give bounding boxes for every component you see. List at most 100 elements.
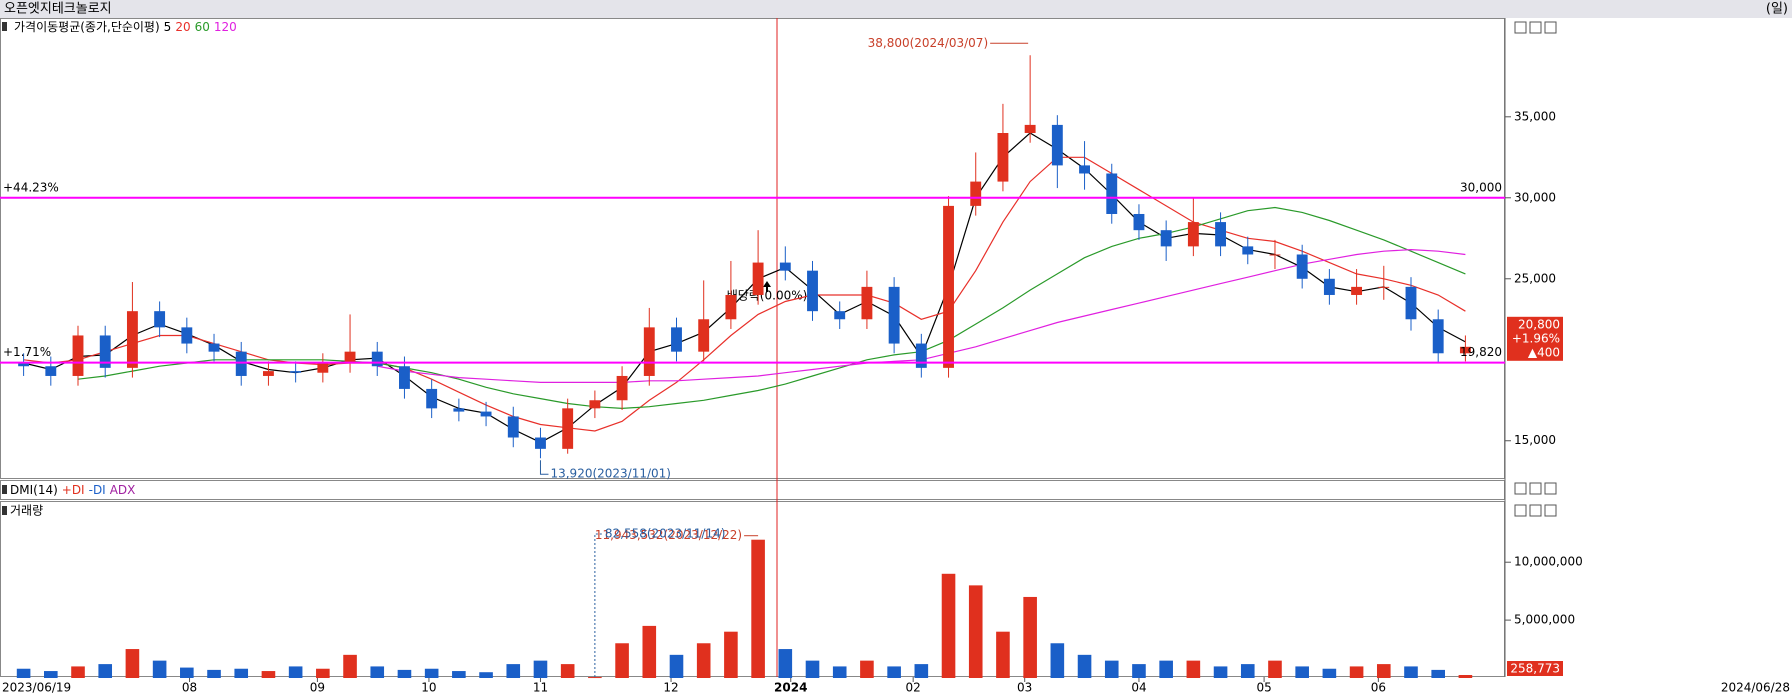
panel-marker <box>2 22 7 31</box>
volume-bar <box>180 667 194 678</box>
maximize-button[interactable] <box>1529 504 1542 517</box>
x-tick-label: 10 <box>421 681 436 695</box>
volume-bar <box>1186 660 1201 678</box>
candle-body <box>1323 278 1335 295</box>
volume-bar <box>125 649 140 678</box>
volume-bar <box>343 654 357 678</box>
candle-body <box>426 388 438 409</box>
candle-body <box>72 335 84 376</box>
candle-body <box>45 366 57 376</box>
candle-body <box>126 311 138 368</box>
legend-entry: -DI <box>89 483 106 497</box>
annotation-label: 13,920(2023/11/01) <box>550 467 671 481</box>
annotation-arrow <box>539 460 549 475</box>
panel-marker <box>2 506 7 515</box>
x-tick-label: 03 <box>1017 681 1032 695</box>
minimize-button[interactable] <box>1514 504 1527 517</box>
y-tick-label: 30,000 <box>1514 190 1556 204</box>
y-tick-label: 10,000,000 <box>1514 555 1583 569</box>
candle-body <box>915 343 927 368</box>
candle-body <box>181 327 193 344</box>
y-tick-label: 15,000 <box>1514 433 1556 447</box>
candle-body <box>1051 124 1063 166</box>
candle-body <box>344 351 356 363</box>
candle-body <box>888 286 900 344</box>
x-tick-label: 02 <box>906 681 921 695</box>
volume-tag <box>1507 661 1563 676</box>
y-tick-label: 5,000,000 <box>1514 613 1575 627</box>
candle-body <box>1269 254 1281 256</box>
candle-body <box>616 375 628 401</box>
close-button[interactable] <box>1544 504 1557 517</box>
volume-bar <box>1404 666 1418 678</box>
volume-bar <box>560 664 575 678</box>
legend-title: 가격이동평균(종가,단순이평) <box>14 20 160 34</box>
volume-bar <box>152 660 167 678</box>
dmi-legend: DMI(14) +DI -DI ADX <box>10 483 135 497</box>
candle-body <box>943 205 954 368</box>
volume-bar <box>288 666 303 678</box>
candle-body <box>1378 286 1390 288</box>
volume-bar <box>1376 664 1391 678</box>
volume-bar <box>98 664 113 678</box>
volume-bar <box>397 669 412 678</box>
legend-entry: 120 <box>214 20 237 34</box>
x-tick-label: 06 <box>1371 681 1386 695</box>
volume-bar <box>16 668 31 678</box>
candle-body <box>99 335 111 368</box>
volume-bar <box>669 654 684 678</box>
candle-body <box>1432 319 1444 354</box>
candle-body <box>1351 286 1363 295</box>
candle-body <box>671 327 682 352</box>
hline-label: 19,820 <box>1460 345 1502 359</box>
candle-body <box>698 319 710 352</box>
candle-body <box>371 351 383 367</box>
volume-bar <box>1023 596 1037 678</box>
volume-bar <box>234 668 249 678</box>
volume-bar <box>261 671 276 678</box>
hline-change: +44.23% <box>3 180 59 194</box>
event-arrow <box>763 281 771 292</box>
last-change: +1.96% <box>1512 331 1560 345</box>
last-price-tag <box>1507 316 1563 361</box>
x-tick-label: 04 <box>1131 681 1146 695</box>
volume-bar <box>1077 654 1092 678</box>
volume-bar <box>724 631 738 678</box>
legend-entry: 5 <box>164 20 172 34</box>
volume-bar <box>316 668 330 678</box>
candle-body <box>1405 286 1417 320</box>
volume-bar <box>533 660 548 678</box>
period-label: (일) <box>1766 2 1788 17</box>
maximize-button[interactable] <box>1529 482 1542 495</box>
candle-body <box>562 408 574 449</box>
candle-body <box>1187 222 1199 247</box>
volume-bar <box>1050 643 1065 678</box>
volume-bar <box>1295 666 1309 678</box>
volume-bar <box>1268 660 1282 678</box>
annotation-label: 11,943,532(2023/12/22) <box>595 528 742 542</box>
maximize-button[interactable] <box>1529 21 1542 34</box>
close-button[interactable] <box>1544 482 1557 495</box>
volume-bar <box>1213 666 1228 678</box>
minimize-button[interactable] <box>1514 21 1527 34</box>
close-button[interactable] <box>1544 21 1557 34</box>
last-price: 20,800 <box>1518 317 1560 331</box>
candle-body <box>1160 230 1172 247</box>
panel-buttons[interactable] <box>1514 21 1557 517</box>
volume-bar <box>968 585 983 678</box>
volume-bar <box>71 666 85 678</box>
volume-bar <box>506 664 521 678</box>
candle-body <box>1459 346 1471 354</box>
volume-bar <box>207 669 221 678</box>
candle-body <box>1133 213 1145 231</box>
candle-body <box>752 262 764 295</box>
annotation-label: 82,558(2023/11/14) <box>605 527 726 541</box>
candle-body <box>1296 254 1308 279</box>
end-date: 2024/06/28 <box>1721 681 1790 695</box>
volume-bar <box>778 649 793 678</box>
candle-body <box>154 311 166 328</box>
volume-bar <box>1431 669 1445 678</box>
minimize-button[interactable] <box>1514 482 1527 495</box>
candle-body <box>453 408 465 412</box>
volume-bar <box>1458 675 1473 678</box>
